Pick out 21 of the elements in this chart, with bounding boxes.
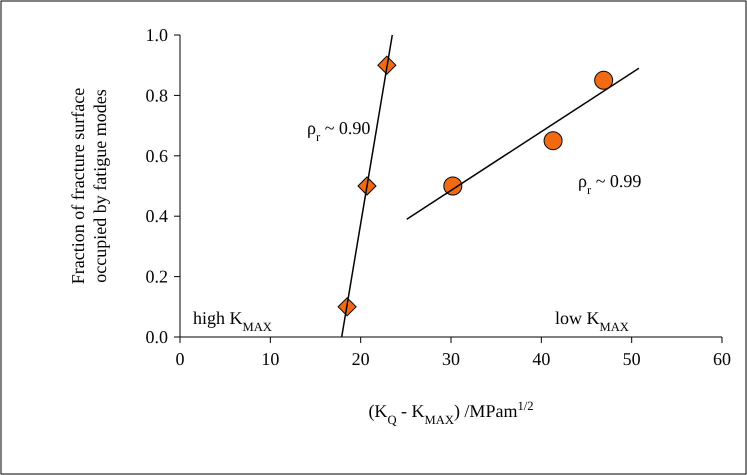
x-tick-label: 30 <box>442 349 460 369</box>
y-tick-label: 0.6 <box>146 146 168 166</box>
annotation: ρ$_{r}$ ~ 0.90 <box>307 118 370 144</box>
x-axis-title: (K$_{Q}$ - K$_{MAX}$) /MPam$^{1/2}$ <box>368 399 534 427</box>
y-tick-label: 0.2 <box>146 266 168 287</box>
y-tick-label: 0.0 <box>146 327 168 347</box>
x-tick-label: 10 <box>261 349 280 369</box>
y-tick-label: 0.4 <box>146 206 168 226</box>
point <box>544 131 563 150</box>
y-tick-label: 1.0 <box>146 25 168 45</box>
annotation: ρ$_{r}$ ~ 0.99 <box>578 171 642 197</box>
point <box>594 70 614 90</box>
annotation: low K$_{MAX}$ <box>555 308 629 334</box>
x-tick-label: 20 <box>352 349 370 369</box>
annotation: high K$_{MAX}$ <box>193 308 272 334</box>
x-tick-label: 50 <box>622 349 641 369</box>
x-tick-label: 40 <box>532 349 550 369</box>
y-tick-label: 0.8 <box>146 85 168 106</box>
y-axis-title: Fraction of fracture surface occupied by fatigue modes <box>68 88 110 284</box>
x-tick-label: 0 <box>176 349 184 369</box>
x-tick-label: 60 <box>713 349 731 369</box>
